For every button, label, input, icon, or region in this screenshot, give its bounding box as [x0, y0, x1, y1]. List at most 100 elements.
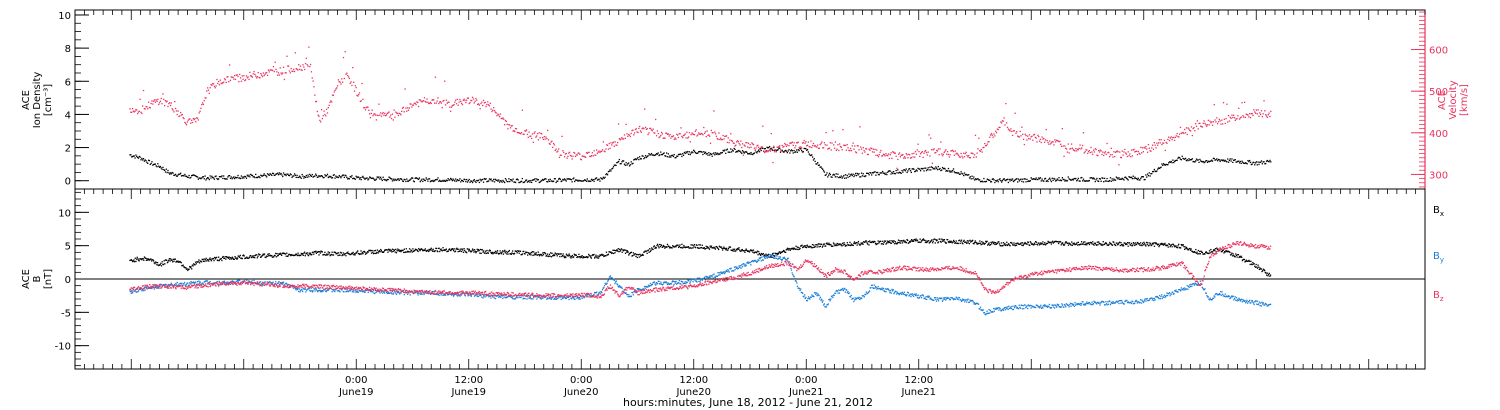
bx-data-point — [897, 239, 900, 241]
bx-data-point — [863, 241, 866, 243]
bx-data-point — [240, 257, 242, 260]
bx-data-point — [496, 250, 499, 252]
bx-data-point — [936, 239, 938, 241]
bx-data-point — [607, 254, 609, 256]
bx-data-point — [931, 242, 934, 244]
bx-data-point — [867, 243, 869, 245]
velocity-data-point — [1198, 122, 1200, 125]
bx-data-point — [160, 265, 163, 267]
bx-data-point — [685, 246, 688, 248]
bx-data-point — [1075, 243, 1077, 245]
bx-data-point — [162, 263, 164, 265]
density-data-point — [259, 176, 261, 179]
velocity-data-point — [818, 147, 821, 149]
bx-data-point — [559, 255, 561, 258]
bx-data-point — [916, 239, 919, 241]
velocity-data-point — [184, 121, 186, 124]
by-data-point — [364, 290, 367, 292]
density-data-point — [450, 178, 453, 180]
velocity-data-point — [1149, 150, 1151, 152]
velocity-data-point — [203, 100, 205, 102]
density-data-point — [408, 179, 410, 182]
density-data-point — [558, 177, 561, 180]
velocity-data-point — [1084, 151, 1086, 153]
bx-data-point — [290, 254, 292, 257]
velocity-data-point — [1223, 118, 1226, 120]
density-data-point — [238, 177, 240, 179]
bx-data-point — [431, 250, 434, 252]
bx-data-point — [182, 264, 184, 266]
bx-data-point — [785, 249, 787, 251]
velocity-data-point — [939, 148, 941, 150]
bx-data-point — [1183, 248, 1186, 250]
density-data-point — [355, 175, 357, 177]
bx-data-point — [602, 254, 604, 256]
bx-data-point — [484, 252, 486, 254]
velocity-data-point — [1206, 125, 1208, 127]
velocity-data-point — [782, 146, 784, 148]
bx-data-point — [694, 246, 696, 248]
density-data-point — [230, 176, 232, 178]
bx-data-point — [174, 258, 176, 260]
density-data-point — [722, 149, 724, 152]
density-data-point — [203, 178, 205, 180]
velocity-data-point — [558, 156, 561, 159]
velocity-data-point — [903, 157, 905, 159]
bx-data-point — [895, 242, 897, 244]
bx-data-point — [1048, 241, 1051, 243]
velocity-data-point — [1100, 150, 1102, 152]
bx-data-point — [560, 253, 562, 255]
density-data-point — [502, 179, 504, 182]
density-data-point — [1256, 164, 1258, 166]
velocity-data-point — [763, 150, 765, 152]
bx-data-point — [258, 254, 260, 256]
velocity-data-point — [1250, 113, 1253, 115]
bx-data-point — [655, 247, 657, 249]
bx-data-point — [738, 247, 740, 249]
density-data-point — [1083, 180, 1085, 182]
velocity-data-point — [264, 73, 266, 75]
bx-data-point — [626, 251, 628, 253]
bx-data-point — [716, 247, 719, 249]
density-data-point — [969, 176, 972, 178]
bx-data-point — [469, 250, 471, 252]
density-data-point — [967, 174, 969, 176]
bx-data-point — [1122, 245, 1125, 247]
bx-data-point — [933, 238, 935, 241]
density-data-point — [441, 180, 443, 182]
velocity-data-point — [1120, 156, 1123, 159]
velocity-data-point — [172, 109, 174, 111]
velocity-data-point — [541, 137, 544, 139]
by-data-point — [145, 286, 148, 288]
density-data-point — [181, 174, 183, 177]
velocity-data-point — [239, 77, 242, 79]
velocity-data-point — [245, 75, 248, 77]
velocity-data-point — [711, 132, 713, 134]
bx-data-point — [329, 254, 331, 257]
bx-data-point — [185, 268, 188, 270]
bx-data-point — [1121, 245, 1123, 247]
bx-data-point — [935, 239, 937, 241]
density-data-point — [264, 174, 266, 177]
by-data-point — [324, 290, 327, 292]
density-data-point — [675, 157, 677, 159]
bx-data-point — [610, 251, 612, 253]
velocity-data-point — [600, 150, 602, 153]
velocity-data-point — [766, 149, 768, 152]
velocity-data-point — [909, 157, 912, 159]
velocity-data-point — [827, 148, 829, 150]
density-data-point — [505, 179, 507, 181]
velocity-data-point — [626, 133, 628, 135]
density-data-point — [404, 178, 406, 181]
bx-data-point — [801, 244, 803, 246]
by-data-point — [227, 283, 229, 285]
velocity-data-point — [876, 149, 878, 151]
bx-data-point — [811, 247, 813, 249]
velocity-data-point — [137, 111, 140, 113]
by-data-point — [303, 288, 306, 290]
bx-data-point — [215, 257, 217, 259]
velocity-data-point — [736, 140, 739, 142]
density-data-point — [346, 176, 348, 179]
density-data-point — [925, 167, 927, 169]
density-data-point — [193, 174, 195, 176]
